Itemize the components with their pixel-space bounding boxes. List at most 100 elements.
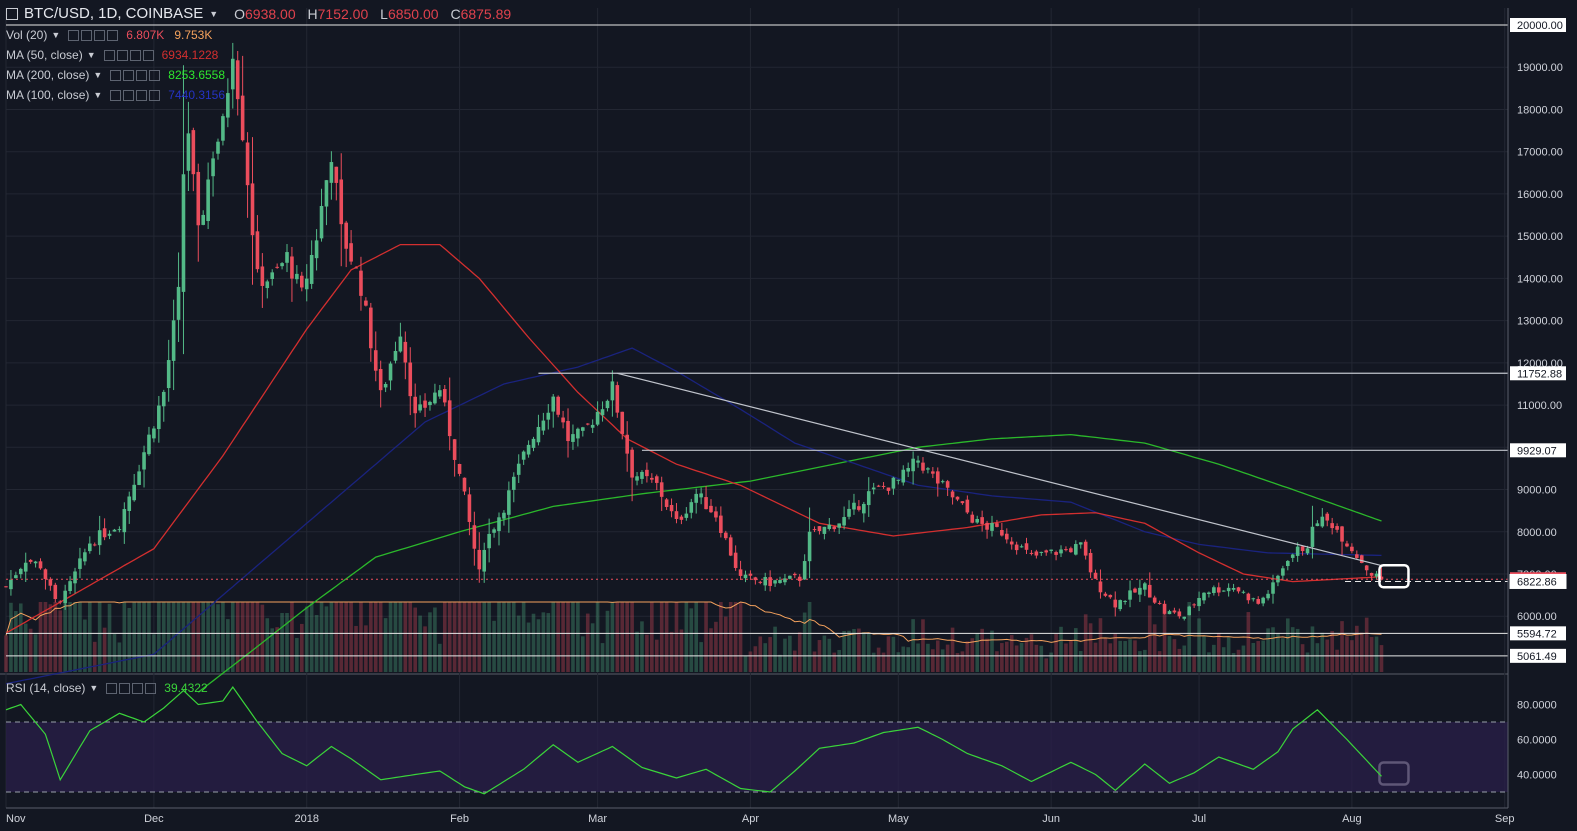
candle-body (797, 576, 802, 581)
legend-ma50[interactable]: MA (50, close) ▼ 6934.1228 (6, 48, 218, 62)
gear-icon[interactable] (81, 29, 93, 41)
legend-controls[interactable] (110, 89, 161, 101)
x-tick-label: 2018 (294, 813, 318, 825)
close-icon[interactable] (145, 682, 157, 694)
eye-icon[interactable] (110, 69, 122, 81)
volume-bar (502, 602, 506, 672)
eye-icon[interactable] (106, 682, 118, 694)
candle-body (324, 180, 329, 207)
candle-body (743, 574, 748, 579)
eye-icon[interactable] (110, 89, 122, 101)
collapse-icon[interactable] (6, 7, 18, 20)
volume-bar (142, 602, 146, 672)
legend-controls[interactable] (68, 29, 119, 41)
candle-body (457, 463, 462, 474)
plus-icon[interactable] (94, 29, 106, 41)
volume-bar (92, 641, 97, 672)
candle-body (97, 530, 102, 546)
volume-bar (433, 607, 437, 672)
legend-ma100[interactable]: MA (100, close) ▼ 7440.3156 (6, 88, 225, 102)
volume-bar (788, 635, 792, 672)
candle-body (1256, 599, 1261, 604)
volume-bar (940, 649, 945, 672)
gear-icon[interactable] (123, 89, 135, 101)
gear-icon[interactable] (119, 682, 131, 694)
legend-controls[interactable] (103, 49, 154, 61)
volume-bar (1231, 653, 1236, 672)
plus-icon[interactable] (132, 682, 144, 694)
price-label: 9929.07 (1517, 445, 1557, 457)
candle-body (216, 141, 220, 154)
volume-bar (339, 602, 344, 672)
volume-bar (1083, 614, 1088, 672)
candle-body (88, 543, 92, 552)
close-icon[interactable] (149, 89, 161, 101)
candle-body (1103, 593, 1108, 596)
gear-icon[interactable] (123, 69, 135, 81)
candle-body (83, 552, 87, 562)
candle-body (1216, 587, 1221, 593)
chevron-down-icon[interactable]: ▼ (86, 50, 96, 60)
candle-body (635, 476, 639, 481)
candle-body (492, 529, 496, 533)
volume-bar (112, 634, 117, 672)
legend-vol[interactable]: Vol (20) ▼ 6.807K 9.753K (6, 28, 212, 42)
price-label: 5594.72 (1517, 628, 1557, 640)
symbol-title[interactable]: BTC/USD, 1D, COINBASE (24, 5, 204, 22)
chevron-down-icon[interactable]: ▼ (93, 70, 103, 80)
legend-controls[interactable] (106, 682, 157, 694)
volume-bar (83, 619, 87, 672)
axes: 20000.00 19000.00 18000.00 17000.00 16000.00… (6, 8, 1567, 825)
candle-body (280, 263, 284, 267)
chevron-down-icon[interactable]: ▼ (51, 30, 61, 40)
legend-rsi-value: 39.4322 (164, 681, 208, 695)
volume-bar (482, 602, 487, 672)
candle-body (1305, 548, 1310, 554)
eye-icon[interactable] (103, 49, 115, 61)
volume-bar (477, 602, 482, 672)
volume-bar (881, 652, 886, 672)
candle-body (388, 363, 393, 381)
eye-icon[interactable] (68, 29, 80, 41)
volume-bar (157, 602, 161, 672)
volume-bar (556, 602, 560, 672)
close-icon[interactable] (149, 69, 161, 81)
price-label: 5061.49 (1517, 651, 1557, 663)
volume-bar (1290, 627, 1295, 672)
close-icon[interactable] (107, 29, 119, 41)
candle-body (142, 452, 146, 470)
plus-icon[interactable] (136, 89, 148, 101)
candle-body (576, 428, 580, 439)
candle-body (783, 578, 787, 583)
candle-body (669, 504, 674, 512)
candle-body (1049, 549, 1053, 551)
plus-icon[interactable] (136, 69, 148, 81)
volume-bar (206, 602, 210, 672)
volume-bar (719, 602, 723, 672)
chevron-down-icon[interactable]: ▼ (209, 8, 219, 19)
candle-body (901, 469, 906, 483)
gear-icon[interactable] (116, 49, 128, 61)
volume-bar (211, 602, 215, 672)
ma50-line (5, 243, 1382, 634)
candle-body (157, 405, 161, 430)
candle-body (990, 523, 994, 531)
open-value: 6938.00 (245, 5, 296, 22)
legend-controls[interactable] (110, 69, 161, 81)
candle-body (48, 579, 53, 586)
candle-body (674, 511, 679, 519)
volume-bar (1300, 644, 1305, 672)
legend-ma200[interactable]: MA (200, close) ▼ 8253.6558 (6, 68, 225, 82)
volume-bar (290, 602, 294, 672)
candle-body (911, 458, 915, 472)
plus-icon[interactable] (129, 49, 141, 61)
chevron-down-icon[interactable]: ▼ (93, 90, 103, 100)
legend-rsi[interactable]: RSI (14, close) ▼ 39.4322 (6, 681, 208, 695)
chevron-down-icon[interactable]: ▼ (89, 683, 99, 693)
volume-bar (1123, 641, 1127, 672)
close-icon[interactable] (142, 49, 154, 61)
y-tick-label: 15000.00 (1517, 231, 1563, 243)
candle-body (472, 525, 477, 549)
volume-bar (773, 626, 777, 672)
